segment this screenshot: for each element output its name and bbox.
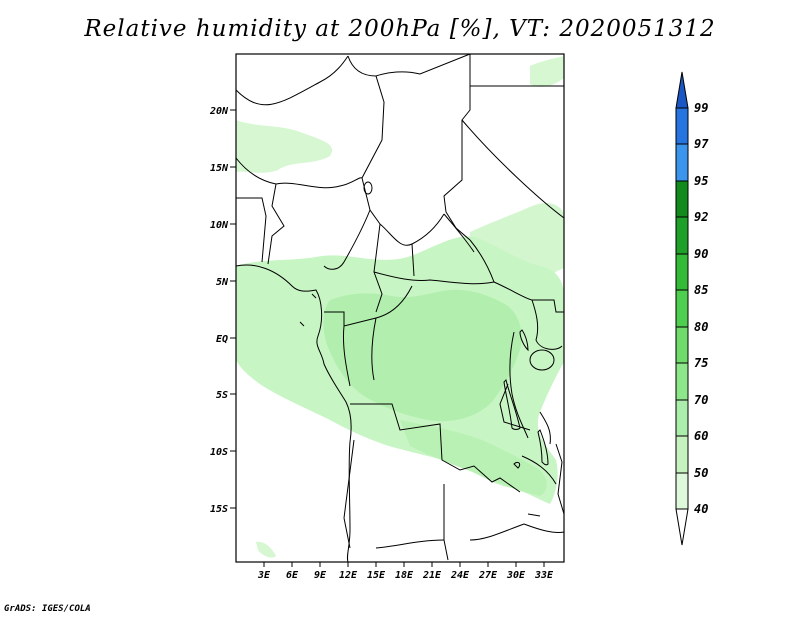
y-tick-label: 20N [209,106,229,117]
colorbar-segment-85-90 [675,253,689,291]
colorbar-segment-above-99 [675,71,689,109]
x-axis: 3E 6E 9E 12E 15E 18E 21E 24E 27E 30E 33E [257,562,554,581]
colorbar-label: 70 [694,393,708,407]
x-tick-label: 33E [534,570,554,581]
x-tick-label: 6E [286,570,299,581]
y-axis: 20N 15N 10N 5N EQ 5S 10S 15S [209,106,236,515]
x-tick-label: 21E [422,570,442,581]
y-tick-label: 15S [210,504,228,515]
grads-credit: GrADS: IGES/COLA [4,604,91,614]
x-tick-label: 18E [395,570,414,581]
y-tick-label: 10N [210,220,229,231]
colorbar-labels: 40 50 60 70 75 80 85 90 92 95 97 99 [694,101,709,516]
colorbar-label: 90 [694,247,708,261]
colorbar-segment-90-92 [675,216,689,255]
map-lakes [299,181,555,517]
lake-albert [519,329,529,352]
lake-malawi [537,429,549,466]
coast-islands [299,293,541,517]
colorbar-label: 95 [694,174,708,188]
y-tick-label: 5N [216,277,229,288]
border-great-lakes [499,299,564,439]
humidity-shading [236,56,564,558]
colorbar-segment-95-97 [675,143,689,182]
coastline [235,264,352,563]
y-tick-label: 15N [210,163,229,174]
lake-victoria [529,349,555,371]
border-central-north [323,209,495,313]
humidity-field-north-west [236,120,333,173]
colorbar-label: 80 [694,320,708,334]
border-central-africa [324,271,533,387]
colorbar-segment-97-99 [675,107,689,145]
map-title: Relative humidity at 200hPa [%], VT: 202… [84,16,716,42]
humidity-field-ne-patch [530,56,564,87]
colorbar-segment-50-60 [675,435,689,474]
x-tick-label: 30E [506,570,526,581]
colorbar-segment-70-75 [675,362,689,401]
x-tick-label: 24E [450,570,470,581]
x-tick-label: 27E [478,570,498,581]
map-frame [235,53,565,563]
colorbar-label: 40 [694,502,708,516]
colorbar-segment-60-70 [675,399,689,437]
y-tick-label: 10S [210,447,228,458]
lake-chad [363,181,373,195]
colorbar-label: 85 [694,283,708,297]
colorbar-label: 60 [694,429,708,443]
y-tick-label: 5S [216,390,228,401]
colorbar-label: 92 [694,210,708,224]
border-sahel [235,157,363,265]
humidity-field-sw-patch [256,541,276,558]
colorbar-label: 99 [694,101,708,115]
colorbar [675,71,689,546]
colorbar-label: 75 [694,356,708,370]
x-tick-label: 15E [367,570,386,581]
x-tick-label: 9E [314,570,327,581]
colorbar-segment-80-85 [675,289,689,328]
colorbar-segment-below-40 [675,508,689,546]
colorbar-label: 97 [694,137,709,151]
colorbar-label: 50 [694,466,708,480]
lake-tanganyika [503,379,521,430]
colorbar-segment-92-95 [675,180,689,218]
humidity-field-south-band [400,420,547,496]
border-far-south [343,517,565,549]
x-tick-label: 12E [339,570,358,581]
x-tick-label: 3E [257,570,271,581]
humidity-field-core [323,289,522,422]
y-tick-label: EQ [216,334,228,345]
border-sahara-north [235,53,471,225]
map-borders [235,53,565,563]
colorbar-segment-40-50 [675,472,689,510]
colorbar-segment-75-80 [675,326,689,364]
